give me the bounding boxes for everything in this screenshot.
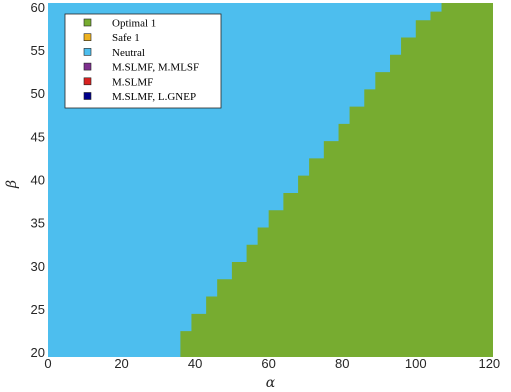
y-tick-label: 25 <box>31 302 45 317</box>
y-tick-label: 60 <box>31 0 45 15</box>
legend-label: M.SLMF, M.MLSF <box>112 62 199 74</box>
x-axis-ticks: 0 20 40 60 80 100 120 <box>44 356 500 371</box>
plot-area <box>48 3 493 357</box>
x-tick-label: 80 <box>335 356 349 371</box>
x-tick-label: 20 <box>114 356 128 371</box>
x-tick-label: 40 <box>188 356 202 371</box>
legend-swatch <box>83 77 92 86</box>
y-tick-label: 40 <box>31 173 45 188</box>
legend: Optimal 1 Safe 1 Neutral M.SLMF, M.MLSF M.SL… <box>64 13 222 109</box>
y-axis-ticks: 20 25 30 35 40 45 50 55 60 <box>31 0 45 360</box>
legend-label: M.SLMF <box>112 76 153 88</box>
legend-swatch <box>83 18 92 27</box>
y-tick-label: 30 <box>31 259 45 274</box>
legend-swatch <box>83 48 92 56</box>
y-tick-label: 35 <box>31 216 45 231</box>
legend-swatch <box>83 33 92 42</box>
legend-swatch <box>83 92 92 100</box>
y-tick-label: 20 <box>31 345 45 360</box>
x-tick-label: 0 <box>44 356 51 371</box>
y-tick-label: 50 <box>31 86 45 101</box>
y-axis-label: β <box>4 180 20 189</box>
x-axis-label: α <box>266 375 276 391</box>
legend-swatch <box>83 62 92 71</box>
x-tick-label: 60 <box>261 356 275 371</box>
y-tick-label: 55 <box>31 43 45 58</box>
optimal-1-region <box>180 3 493 357</box>
x-tick-label: 120 <box>478 356 500 371</box>
x-tick-label: 100 <box>405 356 427 371</box>
y-tick-label: 45 <box>31 129 45 144</box>
legend-label: Optimal 1 <box>112 18 156 30</box>
legend-label: M.SLMF, L.GNEP <box>112 91 196 103</box>
legend-label: Safe 1 <box>112 32 140 44</box>
legend-label: Neutral <box>112 47 145 59</box>
